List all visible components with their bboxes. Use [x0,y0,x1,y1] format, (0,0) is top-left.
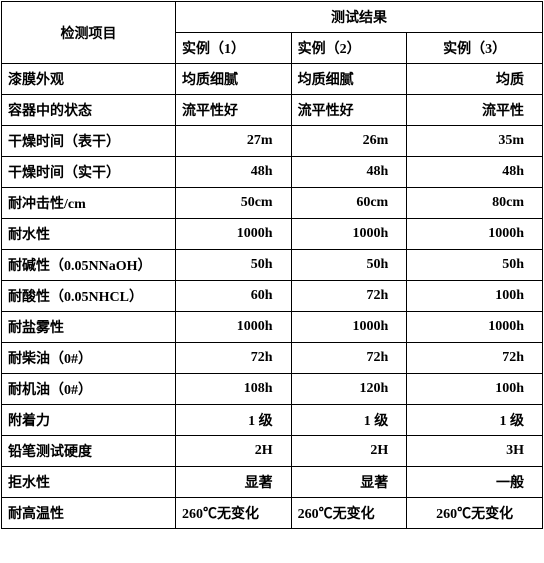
cell-value: 流平性好 [175,95,291,126]
cell-value: 均质细腻 [175,64,291,95]
table-row: 耐冲击性/cm50cm60cm80cm [2,188,543,219]
table-row: 耐水性1000h1000h1000h [2,219,543,250]
table-row: 铅笔测试硬度2H2H3H [2,436,543,467]
row-label: 铅笔测试硬度 [2,436,176,467]
header-row-1: 检测项目 测试结果 [2,2,543,33]
cell-value: 50cm [175,188,291,219]
cell-value: 流平性 [407,95,543,126]
table-row: 耐机油（0#）108h120h100h [2,374,543,405]
cell-value: 108h [175,374,291,405]
cell-value: 流平性好 [291,95,407,126]
table-row: 耐柴油（0#）72h72h72h [2,343,543,374]
table-row: 容器中的状态流平性好流平性好流平性 [2,95,543,126]
cell-value: 27m [175,126,291,157]
cell-value: 60h [175,281,291,312]
cell-value: 50h [291,250,407,281]
row-label: 耐柴油（0#） [2,343,176,374]
row-label: 耐机油（0#） [2,374,176,405]
table-row: 耐碱性（0.05NNaOH）50h50h50h [2,250,543,281]
cell-value: 1 级 [175,405,291,436]
cell-value: 120h [291,374,407,405]
row-label: 耐盐雾性 [2,312,176,343]
cell-value: 100h [407,281,543,312]
cell-value: 1000h [291,312,407,343]
cell-value: 显著 [291,467,407,498]
table-row: 耐高温性260℃无变化260℃无变化260℃无变化 [2,498,543,529]
header-item: 检测项目 [2,2,176,64]
cell-value: 48h [175,157,291,188]
cell-value: 1 级 [407,405,543,436]
row-label: 干燥时间（表干） [2,126,176,157]
row-label: 耐高温性 [2,498,176,529]
cell-value: 80cm [407,188,543,219]
cell-value: 1000h [407,219,543,250]
table-body: 漆膜外观均质细腻均质细腻均质容器中的状态流平性好流平性好流平性干燥时间（表干）2… [2,64,543,529]
header-results: 测试结果 [175,2,542,33]
cell-value: 72h [291,343,407,374]
table-row: 拒水性显著显著一般 [2,467,543,498]
test-results-table: 检测项目 测试结果 实例（1） 实例（2） 实例（3） 漆膜外观均质细腻均质细腻… [1,1,543,529]
table-row: 漆膜外观均质细腻均质细腻均质 [2,64,543,95]
row-label: 耐冲击性/cm [2,188,176,219]
cell-value: 26m [291,126,407,157]
row-label: 耐酸性（0.05NHCL） [2,281,176,312]
cell-value: 1 级 [291,405,407,436]
cell-value: 显著 [175,467,291,498]
cell-value: 48h [407,157,543,188]
cell-value: 35m [407,126,543,157]
subheader-2: 实例（2） [291,33,407,64]
subheader-3: 实例（3） [407,33,543,64]
cell-value: 60cm [291,188,407,219]
row-label: 拒水性 [2,467,176,498]
row-label: 耐碱性（0.05NNaOH） [2,250,176,281]
cell-value: 2H [175,436,291,467]
row-label: 干燥时间（实干） [2,157,176,188]
table-row: 耐盐雾性1000h1000h1000h [2,312,543,343]
table-row: 干燥时间（表干）27m26m35m [2,126,543,157]
cell-value: 50h [175,250,291,281]
cell-value: 260℃无变化 [175,498,291,529]
cell-value: 3H [407,436,543,467]
cell-value: 260℃无变化 [407,498,543,529]
cell-value: 72h [291,281,407,312]
table-row: 附着力1 级1 级1 级 [2,405,543,436]
cell-value: 48h [291,157,407,188]
row-label: 附着力 [2,405,176,436]
subheader-1: 实例（1） [175,33,291,64]
cell-value: 1000h [407,312,543,343]
row-label: 容器中的状态 [2,95,176,126]
cell-value: 72h [407,343,543,374]
cell-value: 1000h [175,312,291,343]
cell-value: 2H [291,436,407,467]
cell-value: 1000h [175,219,291,250]
row-label: 漆膜外观 [2,64,176,95]
table-row: 耐酸性（0.05NHCL）60h72h100h [2,281,543,312]
cell-value: 50h [407,250,543,281]
cell-value: 100h [407,374,543,405]
cell-value: 72h [175,343,291,374]
cell-value: 260℃无变化 [291,498,407,529]
row-label: 耐水性 [2,219,176,250]
cell-value: 均质 [407,64,543,95]
cell-value: 一般 [407,467,543,498]
table-row: 干燥时间（实干）48h48h48h [2,157,543,188]
cell-value: 1000h [291,219,407,250]
cell-value: 均质细腻 [291,64,407,95]
